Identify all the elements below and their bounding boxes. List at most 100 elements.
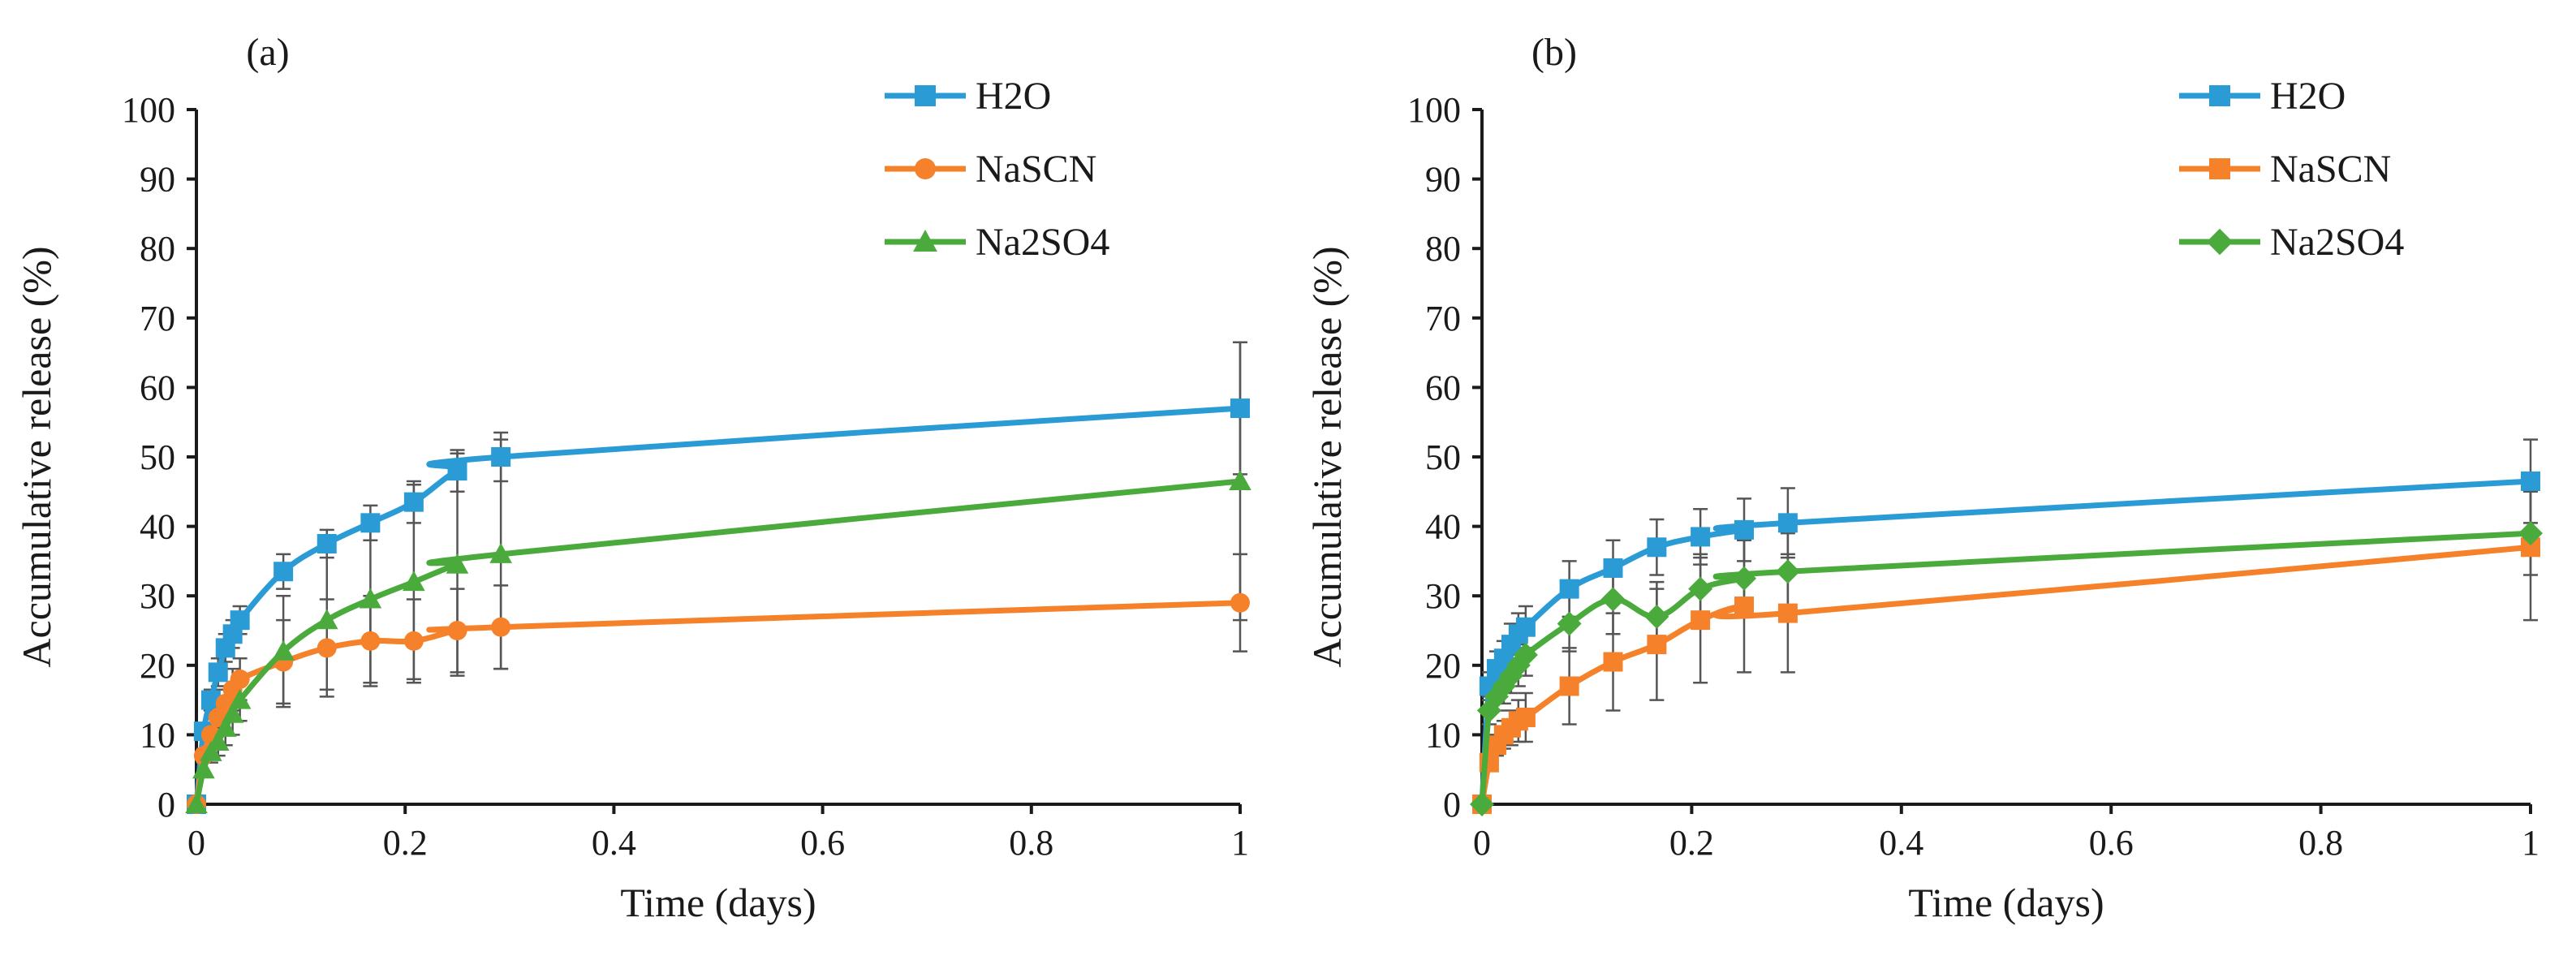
data-point [1559,676,1579,696]
data-point [360,513,381,533]
x-tick-label: 0.8 [1009,823,1053,863]
data-point [317,534,337,553]
data-point [274,562,294,582]
y-tick-label: 30 [1425,576,1461,616]
data-point [1515,617,1536,637]
data-point [1470,792,1494,816]
data-point [360,631,381,651]
data-point [317,638,337,658]
y-tick-label: 10 [140,715,175,755]
data-point [1229,470,1251,490]
series-line-na2so4 [1479,530,2531,805]
data-point [1732,566,1756,591]
y-tick-label: 70 [140,299,175,338]
data-point [1603,652,1623,672]
data-point [230,610,250,631]
panel-label: (b) [1531,31,1577,74]
y-tick-label: 80 [140,229,175,269]
legend-marker [915,158,936,179]
data-point [1557,611,1582,636]
data-point [185,793,208,814]
y-tick-label: 100 [122,90,175,130]
y-axis-title: Accumulative release (%) [1304,246,1350,667]
data-point [1600,587,1626,612]
y-tick-label: 80 [1425,229,1461,269]
data-point [1230,592,1250,613]
legend-marker [915,85,936,106]
legend-label: Na2SO4 [2270,221,2404,264]
data-point [213,717,237,737]
data-point [491,617,511,637]
error-bars-nascn [196,553,1247,764]
data-point [446,553,469,574]
x-tick-label: 1 [2522,823,2539,863]
y-tick-label: 70 [1425,299,1461,338]
data-point [208,662,228,683]
data-point [403,571,425,592]
legend-label: Na2SO4 [976,221,1109,264]
data-point [1777,513,1798,533]
series-na2so4 [185,470,1251,814]
x-tick-label: 0.6 [2089,823,2134,863]
data-point [403,492,424,512]
data-point [1559,579,1579,599]
x-tick-label: 0 [187,823,205,863]
x-axis-title: Time (days) [620,880,816,925]
data-point [1515,708,1536,727]
y-tick-label: 50 [140,437,175,477]
y-axis-title: Accumulative release (%) [14,246,59,667]
data-point [1230,398,1250,419]
error-bars-h2o [196,341,1247,739]
x-axis-title: Time (days) [1908,880,2104,925]
x-tick-label: 0.6 [800,823,845,863]
error-bars-h2o [1481,438,2538,701]
series-nascn [187,592,1250,814]
data-point [489,543,512,563]
chart-panel-a: 0 10 20 30 40 50 60 70 80 90 100 0 0.2 0.4 0.6 0.8 1 Time… [14,31,1251,925]
data-point [192,758,215,779]
data-point [1644,604,1669,629]
y-tick-label: 60 [140,368,175,407]
y-tick-label: 90 [1425,160,1461,200]
y-tick-label: 50 [1425,437,1461,477]
x-tick-label: 0 [1473,823,1491,863]
data-point [1734,596,1754,617]
y-tick-label: 30 [140,576,175,616]
legend-marker [913,230,937,252]
data-point [2518,521,2543,546]
data-point [1734,519,1754,540]
data-point [2521,471,2540,491]
data-point [272,640,295,661]
data-point [1688,576,1713,601]
x-tick-label: 0.4 [592,823,636,863]
data-point [447,621,467,640]
data-point [200,741,222,761]
y-tick-label: 20 [1425,646,1461,686]
data-point [1603,558,1623,578]
y-tick-label: 100 [1407,90,1461,130]
legend-marker [2209,85,2230,106]
legend-marker [2206,228,2234,256]
legend-marker [2209,158,2230,179]
y-tick-label: 90 [140,160,175,200]
series-line-nascn [193,600,1241,805]
data-point [206,730,230,751]
data-point [1691,527,1711,547]
data-point [403,631,424,651]
data-point [447,461,467,481]
series-na2so4 [1470,521,2543,816]
legend: H2O NaSCN Na2SO4 [2179,75,2404,264]
data-point [230,669,250,689]
data-point [228,688,252,709]
y-tick-label: 40 [140,507,175,547]
y-tick-label: 20 [140,646,175,686]
data-point [491,447,511,467]
legend-label: H2O [976,75,1051,118]
y-tick-label: 0 [157,785,175,825]
y-tick-label: 60 [1425,368,1461,407]
y-tick-label: 10 [1425,715,1461,755]
series-h2o [1472,471,2540,814]
x-tick-label: 0.2 [1669,823,1714,863]
